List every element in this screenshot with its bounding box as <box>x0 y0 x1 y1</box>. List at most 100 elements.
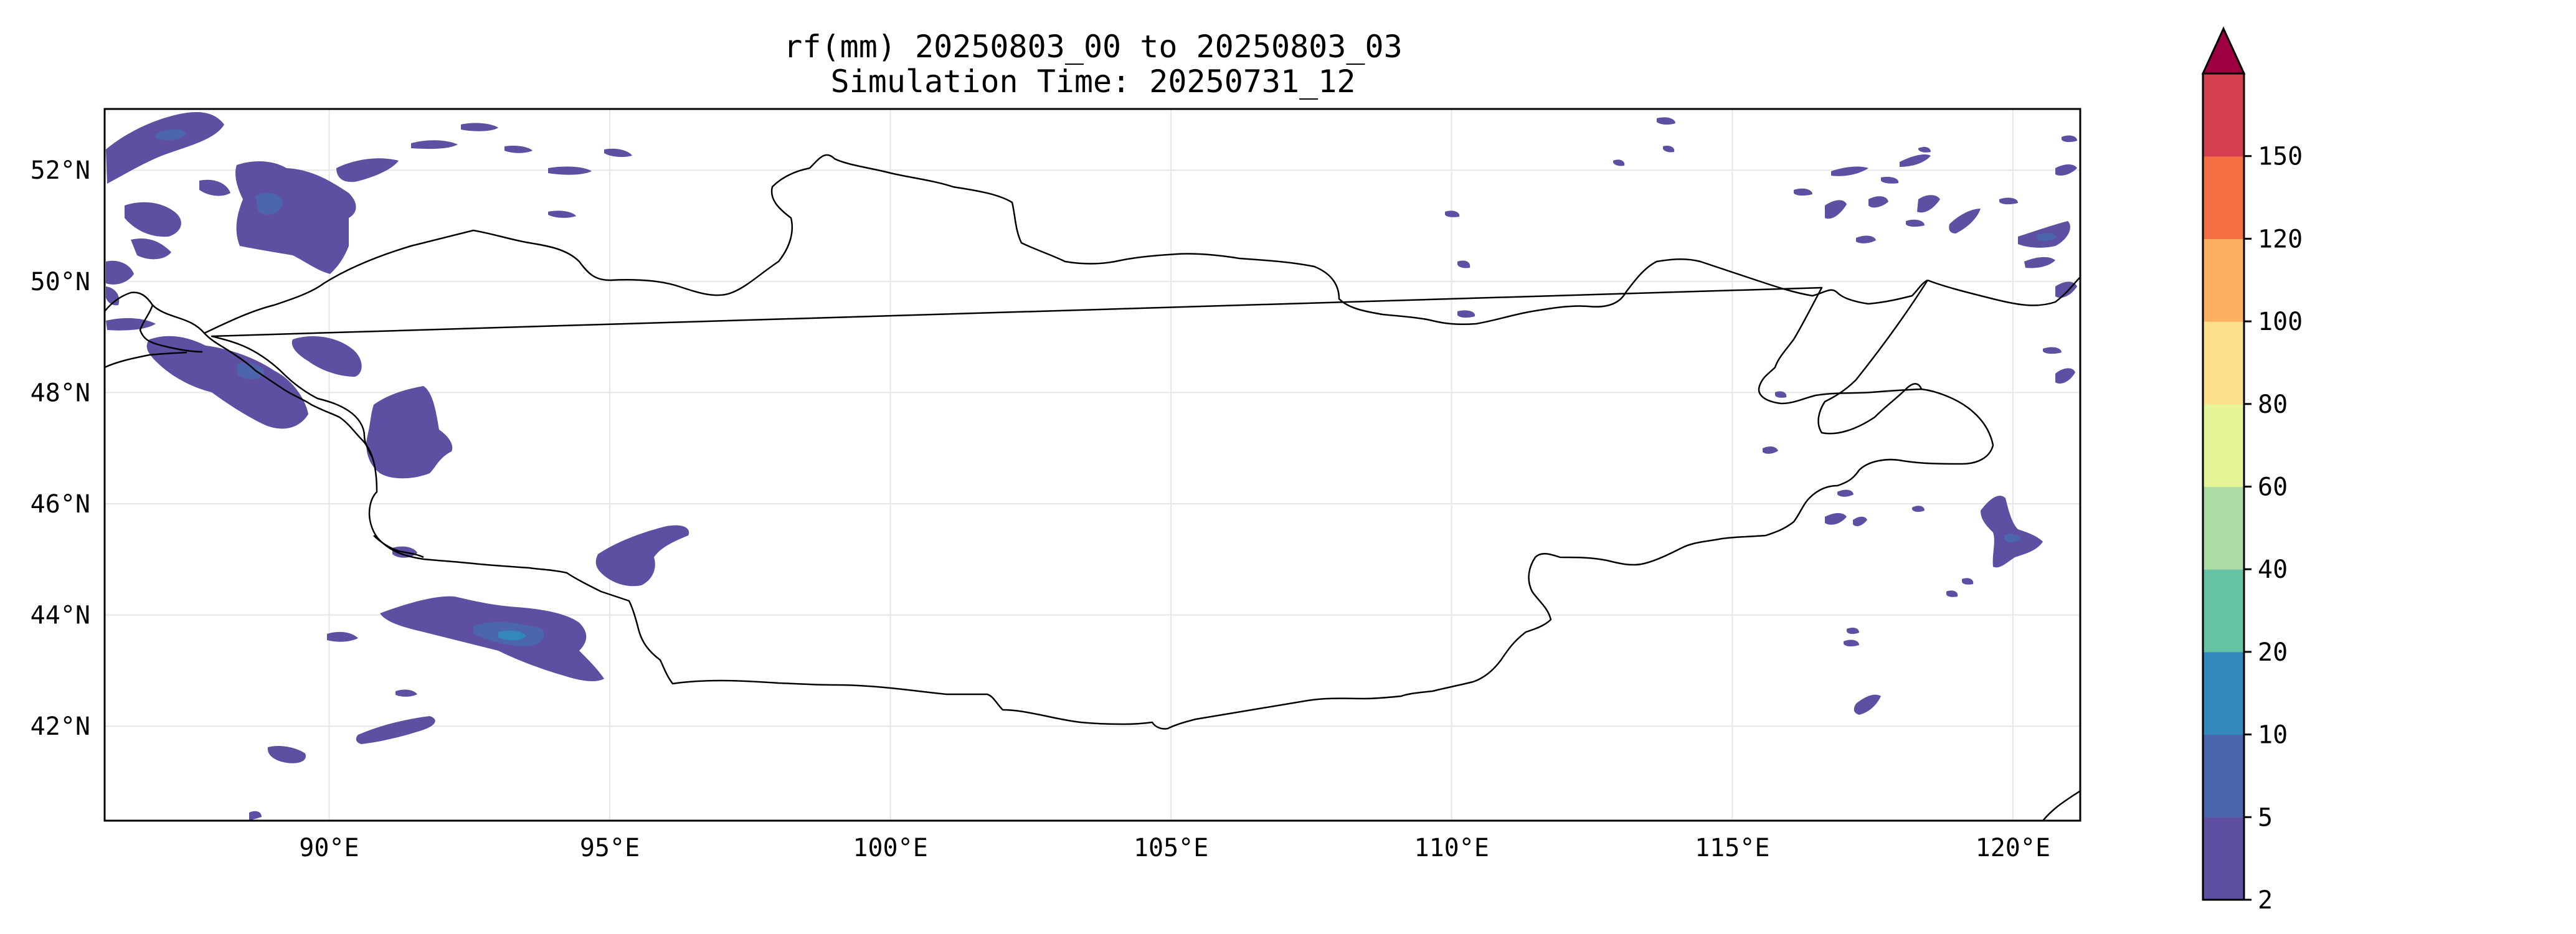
colorbar-tick-label: 40 <box>2258 555 2288 584</box>
latitude-labels: 52°N 50°N 48°N 46°N 44°N 42°N <box>31 156 90 741</box>
rain-patch <box>461 123 498 131</box>
rain-patch <box>2055 368 2075 384</box>
country-borders <box>104 154 2081 821</box>
colorbar-segment <box>2203 569 2244 653</box>
lon-tick-label: 100°E <box>853 834 927 862</box>
colorbar-segment <box>2203 651 2244 735</box>
colorbar-segment <box>2203 73 2244 157</box>
rain-patch <box>1844 639 1859 647</box>
rain-patch <box>604 148 632 158</box>
kazakhstan-china-border <box>373 535 424 559</box>
rain-patch <box>1763 446 1778 454</box>
colorbar-tick-label: 120 <box>2258 225 2303 253</box>
colorbar-tick-label: 5 <box>2258 803 2273 832</box>
rain-patch <box>1825 200 1847 219</box>
colorbar-extend-arrow <box>2201 26 2246 75</box>
colorbar-segment <box>2203 403 2244 487</box>
rain-patch <box>1775 391 1787 398</box>
rain-patch <box>146 336 308 429</box>
rain-patch <box>1445 210 1460 217</box>
rain-patch <box>1981 496 2043 568</box>
colorbar-tick-label: 10 <box>2258 721 2288 750</box>
rain-patch <box>2055 164 2077 176</box>
colorbar-segment <box>2203 817 2244 900</box>
rain-patch <box>395 689 417 697</box>
lat-tick-label: 42°N <box>31 712 90 741</box>
rain-patch <box>1918 147 1931 153</box>
rain-patch <box>366 386 453 479</box>
colorbar-tick-label: 150 <box>2258 143 2303 171</box>
lon-tick-label: 90°E <box>299 834 359 862</box>
rain-patch <box>255 192 283 215</box>
rain-patch <box>1853 516 1867 527</box>
rain-patch <box>2062 135 2077 143</box>
rain-patch <box>548 166 592 175</box>
colorbar-tick-label: 2 <box>2258 886 2273 915</box>
rain-patch <box>411 140 458 149</box>
rain-patch <box>595 525 689 587</box>
rain-patch <box>1657 117 1675 125</box>
rain-patch <box>1457 310 1475 318</box>
map-frame <box>103 108 2081 822</box>
rain-patch <box>1946 590 1958 597</box>
rain-patch <box>327 631 358 642</box>
rain-patch <box>1457 260 1470 268</box>
rain-patch <box>2037 233 2057 241</box>
rain-patch <box>1847 628 1859 634</box>
colorbar-tick-label: 20 <box>2258 638 2288 667</box>
colorbar-segment <box>2203 321 2244 405</box>
rain-patch <box>1837 489 1854 497</box>
rain-patch <box>1794 188 1812 196</box>
lon-tick-label: 95°E <box>580 834 640 862</box>
colorbar-tick-label: 100 <box>2258 308 2303 336</box>
rain-patch <box>1854 694 1881 715</box>
se-border <box>2042 790 2081 821</box>
mongolia-border-east <box>211 286 1994 730</box>
rain-patch <box>1900 154 1931 167</box>
west-border <box>104 291 374 458</box>
lat-tick-label: 46°N <box>31 490 90 519</box>
west-border-2 <box>139 304 203 353</box>
gridlines <box>105 109 2080 821</box>
rain-patch <box>1831 166 1868 176</box>
lat-tick-label: 44°N <box>31 601 90 630</box>
map-title-line-2: Simulation Time: 20250731_12 <box>831 64 1356 100</box>
rain-patch <box>156 129 187 141</box>
colorbar-segment <box>2203 156 2244 239</box>
rain-patch <box>235 161 356 274</box>
colorbar-segment <box>2203 734 2244 818</box>
rain-patch <box>199 179 230 196</box>
mongolia-border <box>204 154 1928 334</box>
rain-patch <box>1881 177 1899 184</box>
colorbar-segment <box>2203 238 2244 322</box>
rain-patch <box>2004 534 2021 542</box>
rain-patch <box>291 336 362 377</box>
rain-patch <box>106 112 224 184</box>
colorbar: 2 5 10 20 40 60 80 100 120 150 <box>2201 26 2303 915</box>
rain-patch <box>1613 159 1625 166</box>
rain-patch <box>1949 209 1981 234</box>
rain-patch <box>2024 257 2055 268</box>
rain-patch <box>2043 347 2062 354</box>
rain-patch <box>249 811 262 821</box>
lon-tick-label: 110°E <box>1414 834 1489 862</box>
lat-tick-label: 52°N <box>31 156 90 185</box>
rain-patch <box>504 145 533 153</box>
colorbar-tick-label: 60 <box>2258 473 2288 502</box>
rain-patch <box>1917 195 1940 213</box>
rain-patch <box>237 362 265 380</box>
map-panel <box>103 108 2081 822</box>
rain-patch <box>1906 219 1925 227</box>
rain-patch <box>106 318 156 331</box>
rainfall-contours <box>106 112 2077 821</box>
lon-tick-label: 120°E <box>1976 834 2050 862</box>
lon-tick-label: 115°E <box>1695 834 1769 862</box>
lat-tick-label: 48°N <box>31 379 90 407</box>
rain-patch <box>1999 197 2018 205</box>
rain-patch <box>498 630 526 641</box>
rain-patch <box>548 210 576 218</box>
rain-patch <box>1825 513 1847 525</box>
ne-border <box>1927 276 2081 306</box>
colorbar-segment <box>2203 486 2244 570</box>
